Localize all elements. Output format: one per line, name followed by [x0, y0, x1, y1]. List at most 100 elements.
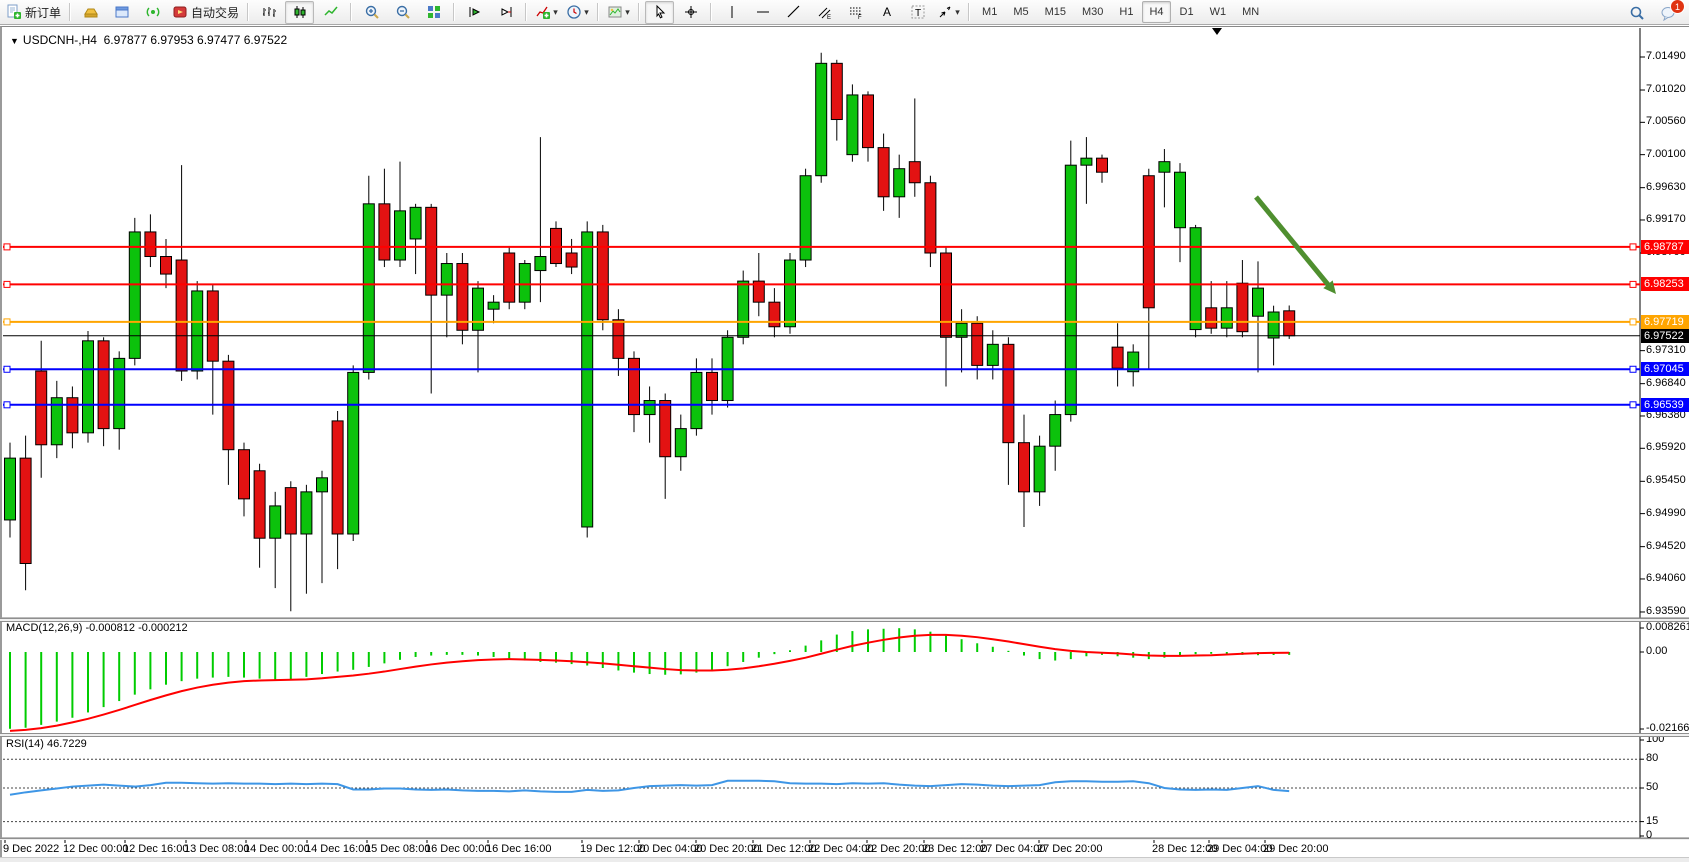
chevron-down-icon[interactable]: ▾ — [553, 6, 558, 17]
cursor-button[interactable] — [645, 0, 675, 24]
candle-bull — [1220, 307, 1233, 329]
shapes-button[interactable]: ▾ — [934, 1, 963, 24]
candle-bull — [1033, 445, 1046, 493]
line-handle[interactable] — [3, 365, 11, 373]
time-axis-label: 27 Dec 04:00 — [980, 843, 1046, 855]
time-axis-label: 16 Dec 00:00 — [425, 843, 491, 855]
candle-bear — [425, 206, 438, 296]
svg-text:T: T — [915, 8, 921, 19]
channel-button[interactable]: E — [810, 1, 839, 24]
candle-bear — [612, 319, 625, 359]
autotrade-button[interactable]: 自动交易 — [169, 1, 242, 24]
chart-window[interactable]: ▼ USDCNH-,H4 6.97877 6.97953 6.97477 6.97… — [0, 26, 1689, 862]
trend-arrow-object[interactable] — [1254, 195, 1332, 289]
zoom-out-button[interactable] — [388, 1, 417, 24]
line-chart-button[interactable] — [316, 1, 345, 24]
time-axis-label: 29 Dec 20:00 — [1263, 843, 1329, 855]
candle-bull — [581, 231, 594, 528]
candle-bull — [300, 491, 313, 535]
line-handle[interactable] — [1629, 365, 1637, 373]
rsi-label: RSI(14) 46.7229 — [6, 738, 87, 750]
trendline-button[interactable] — [779, 1, 808, 24]
templates-button[interactable]: ▾ — [604, 1, 633, 24]
line-handle[interactable] — [3, 318, 11, 326]
zoom-in-button[interactable] — [357, 1, 386, 24]
price-tick-label: 6.96840 — [1646, 376, 1686, 389]
candle-bull — [82, 340, 94, 434]
timeframe-mn-button[interactable]: MN — [1242, 6, 1260, 18]
market-watch-button[interactable] — [76, 1, 105, 24]
candle-bull — [846, 94, 859, 156]
candle-bull — [893, 168, 906, 198]
toolbar-right-group: 1 — [1621, 0, 1685, 24]
candle-bull — [50, 397, 63, 446]
chevron-down-icon[interactable]: ▼ — [10, 36, 19, 46]
bar-chart-button[interactable] — [254, 1, 283, 24]
candle-bull — [1252, 287, 1264, 317]
time-axis-label: 29 Dec 04:00 — [1207, 843, 1273, 855]
auto-scroll-button[interactable] — [460, 1, 489, 24]
candle-bull — [955, 322, 968, 338]
price-tick-label: 7.00560 — [1646, 115, 1686, 128]
time-axis-label: 14 Dec 16:00 — [305, 843, 371, 855]
line-handle[interactable] — [1629, 318, 1637, 326]
text-a-icon: A — [883, 5, 891, 19]
clock-icon — [567, 5, 581, 19]
timeframe-m1-button[interactable]: M1 — [982, 6, 998, 18]
line-handle[interactable] — [1629, 243, 1637, 251]
pane-divider-rsi[interactable] — [0, 733, 1689, 737]
line-handle[interactable] — [1629, 401, 1637, 409]
signal-icon — [146, 7, 159, 17]
candle-bear — [1002, 343, 1015, 444]
periods-button[interactable]: ▾ — [563, 1, 592, 24]
search-button[interactable] — [1622, 1, 1651, 24]
candle-bull — [643, 400, 656, 416]
timeframe-w1-button[interactable]: W1 — [1209, 6, 1227, 18]
signals-button[interactable] — [138, 1, 167, 24]
candle-bear — [97, 340, 110, 430]
candle-bull — [269, 505, 282, 539]
pane-divider-macd[interactable] — [0, 618, 1689, 622]
line-handle[interactable] — [3, 401, 11, 409]
timeframe-m30-button[interactable]: M30 — [1082, 6, 1104, 18]
chevron-down-icon[interactable]: ▾ — [584, 6, 589, 17]
indicators-button[interactable]: ▾ — [532, 1, 561, 24]
timeframe-d1-button[interactable]: D1 — [1179, 6, 1194, 18]
timeframe-h4-button[interactable]: H4 — [1142, 1, 1171, 23]
time-axis-label: 19 Dec 12:00 — [580, 843, 646, 855]
time-axis-label: 20 Dec 04:00 — [637, 843, 703, 855]
candle-bull — [986, 343, 999, 366]
chevron-down-icon[interactable]: ▾ — [625, 6, 630, 17]
time-axis-label: 23 Dec 12:00 — [922, 843, 988, 855]
candle-chart-button[interactable] — [285, 0, 315, 24]
time-axis-label: 21 Dec 12:00 — [751, 843, 817, 855]
vertical-line-button[interactable] — [717, 1, 746, 24]
chart-shift-button[interactable] — [491, 1, 520, 24]
macd-axis-label: -0.02166 — [1646, 722, 1689, 734]
line-handle[interactable] — [3, 243, 11, 251]
candle-bear — [1205, 307, 1218, 329]
timeframe-m15-button[interactable]: M15 — [1044, 6, 1066, 18]
navigator-button[interactable] — [107, 1, 136, 24]
label-button[interactable]: T — [903, 1, 932, 24]
chevron-down-icon[interactable]: ▾ — [955, 6, 960, 17]
line-handle[interactable] — [3, 280, 11, 288]
text-button[interactable]: A — [872, 1, 901, 24]
candle-bear — [284, 487, 297, 535]
price-tick-label: 6.95450 — [1646, 474, 1686, 487]
fibonacci-button[interactable]: F — [841, 1, 870, 24]
horizontal-line-button[interactable] — [748, 1, 777, 24]
line-handle[interactable] — [1629, 280, 1637, 288]
svg-text:A: A — [883, 5, 891, 19]
crosshair-button[interactable] — [676, 1, 705, 24]
notifications-button[interactable]: 1 — [1653, 0, 1685, 24]
macd-signal-line — [9, 633, 1290, 732]
time-axis-label: 9 Dec 2022 — [3, 843, 60, 855]
macd-axis-label: 0.008261 — [1646, 621, 1689, 633]
bars-icon — [262, 7, 276, 17]
tile-windows-button[interactable] — [419, 1, 448, 24]
timeframe-h1-button[interactable]: H1 — [1119, 6, 1134, 18]
macd-axis-label: 0.00 — [1646, 645, 1668, 657]
new-order-button[interactable]: 新订单 — [3, 1, 64, 24]
timeframe-m5-button[interactable]: M5 — [1013, 6, 1029, 18]
